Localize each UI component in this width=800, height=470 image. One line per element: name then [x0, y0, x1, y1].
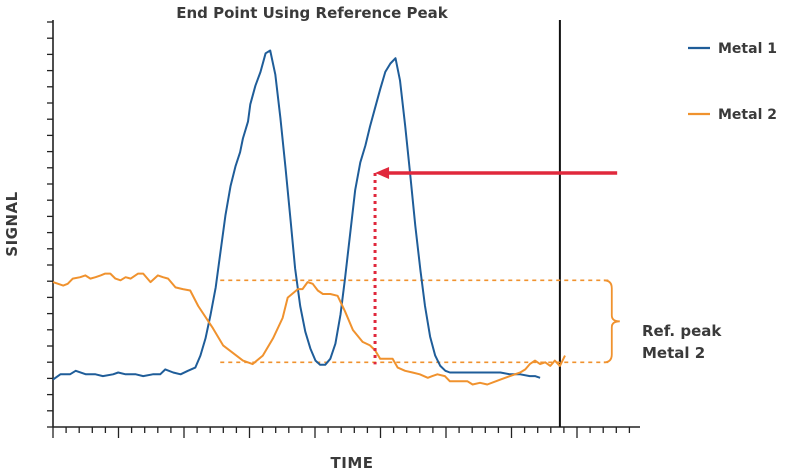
ref-peak-label-line1: Ref. peak [642, 322, 722, 340]
y-axis-label: SIGNAL [3, 191, 21, 256]
ref-peak-label-line2: Metal 2 [642, 344, 705, 362]
x-axis-ticks [52, 427, 631, 438]
chart-title: End Point Using Reference Peak [176, 4, 449, 22]
legend-label-metal-1: Metal 1 [718, 41, 777, 57]
y-axis-ticks [47, 21, 53, 428]
end-point-arrow-head [375, 166, 390, 179]
x-axis-label: TIME [331, 454, 374, 470]
axes [47, 20, 640, 438]
reference-lines [220, 279, 610, 364]
legend: Metal 1 Metal 2 [688, 41, 777, 123]
series-line-metal-1 [52, 49, 541, 381]
ref-peak-brace [603, 279, 620, 364]
series-line-metal-2 [52, 272, 566, 386]
legend-label-metal-2: Metal 2 [718, 107, 777, 123]
